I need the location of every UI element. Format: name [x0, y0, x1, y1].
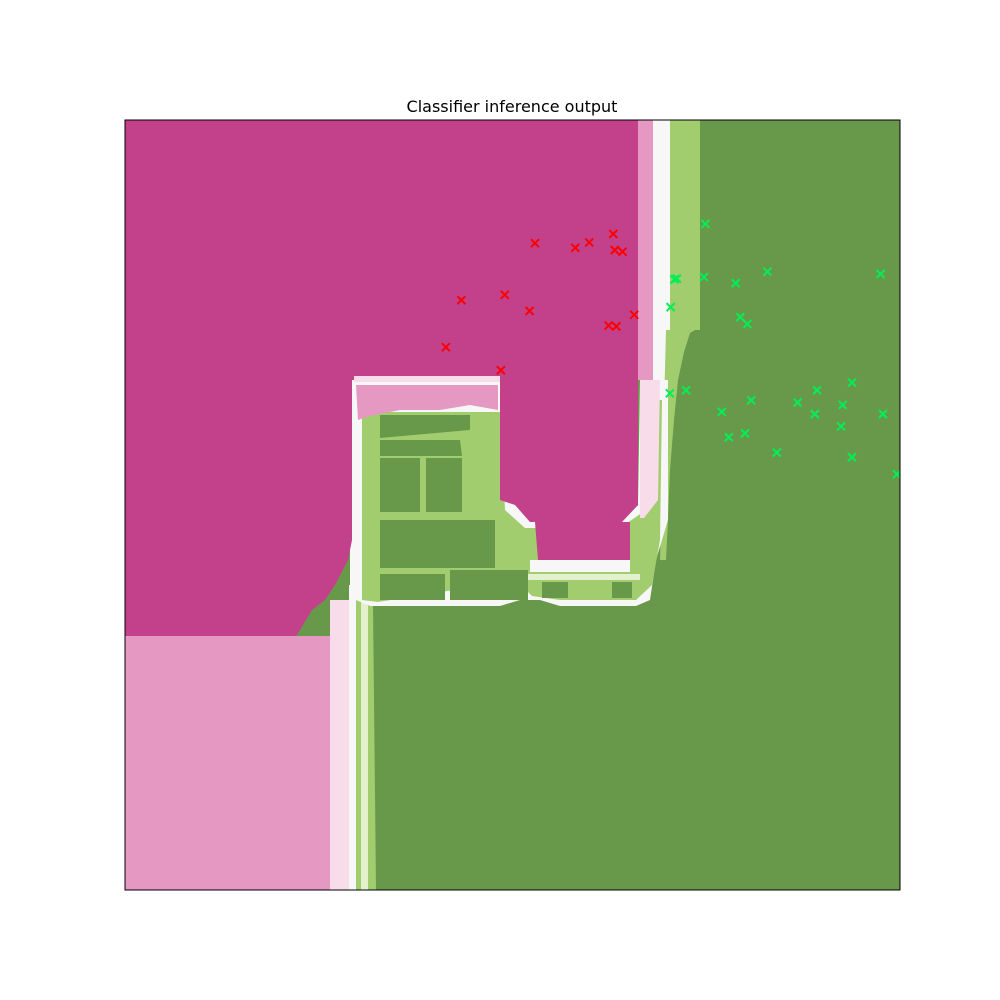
region-class-b-pocket-6 [380, 574, 445, 600]
data-point-series-2-21 [740, 428, 750, 439]
region-class-a-lower-bump [535, 522, 630, 566]
data-points [441, 219, 900, 479]
region-fringe-top [354, 376, 500, 382]
data-point-series-1-6 [617, 246, 628, 257]
data-point-series-2-12 [681, 385, 691, 395]
region-class-b-faint-band [361, 595, 368, 890]
data-point-series-1-1 [530, 238, 540, 248]
data-point-series-2-14 [792, 397, 803, 408]
data-point-series-1-4 [608, 229, 618, 239]
data-point-series-2-10 [742, 319, 753, 329]
data-point-series-2-24 [772, 447, 782, 458]
data-point-series-1-12 [629, 310, 639, 320]
plot-frame [124, 119, 901, 891]
data-point-series-1-5 [610, 245, 620, 255]
region-faint-pink-ring [356, 385, 498, 420]
decision-regions [125, 120, 900, 890]
region-weak-green-top [670, 120, 700, 330]
data-point-series-1-13 [441, 342, 451, 352]
data-point-series-2-17 [837, 400, 848, 410]
data-point-series-2-4 [699, 272, 709, 282]
data-point-series-2-7 [875, 269, 886, 279]
data-point-series-1-9 [524, 306, 535, 316]
data-point-series-2-22 [724, 432, 734, 442]
region-class-b-pocket-5 [380, 520, 495, 568]
region-fringe-bottom-2 [528, 574, 640, 580]
region-class-b-pocket-4 [426, 458, 462, 512]
region-class-b-pocket-2 [380, 440, 462, 456]
region-class-a-lower-left [125, 636, 331, 890]
region-neutral-top [653, 120, 670, 380]
data-point-series-2-19 [717, 407, 727, 417]
data-point-series-2-18 [878, 409, 888, 419]
region-faint-band-left [330, 600, 350, 890]
region-neutral-band [349, 585, 357, 890]
region-faint-pink-ring-right [640, 380, 660, 518]
region-weak-green-step [660, 327, 700, 560]
region-class-b-pocket-9 [612, 582, 632, 598]
region-class-b-pocket-7 [450, 570, 528, 600]
data-point-series-2-13 [746, 395, 756, 405]
data-point-series-1-11 [611, 321, 622, 332]
data-point-series-1-14 [496, 365, 506, 375]
region-class-b-pocket-1 [380, 415, 470, 438]
data-point-series-2-23 [836, 421, 846, 432]
data-point-series-2-16 [847, 377, 857, 388]
data-point-series-1-10 [603, 320, 614, 331]
data-point-series-2-3 [669, 274, 680, 285]
data-point-series-1-3 [584, 237, 594, 248]
region-fringe-bottom [530, 560, 630, 572]
data-point-series-2-20 [810, 409, 820, 419]
region-class-b-pocket-3 [380, 458, 420, 512]
data-point-series-2-8 [665, 302, 676, 312]
chart-title: Classifier inference output [407, 97, 618, 116]
data-point-series-2-6 [762, 266, 773, 277]
data-point-series-1-2 [570, 243, 580, 253]
region-weak-pink-top [636, 120, 654, 380]
data-point-series-2-25 [847, 452, 857, 462]
region-class-b-pocket-8 [542, 582, 568, 598]
data-point-series-2-1 [700, 219, 711, 229]
data-point-series-2-15 [812, 385, 822, 395]
data-point-series-2-2 [672, 273, 682, 284]
data-point-series-2-9 [735, 312, 746, 322]
data-point-series-1-8 [500, 290, 510, 300]
data-point-series-2-11 [665, 388, 675, 399]
data-point-series-1-7 [456, 295, 467, 305]
region-class-b-pocket-10 [373, 606, 900, 890]
data-point-series-2-5 [730, 278, 741, 288]
